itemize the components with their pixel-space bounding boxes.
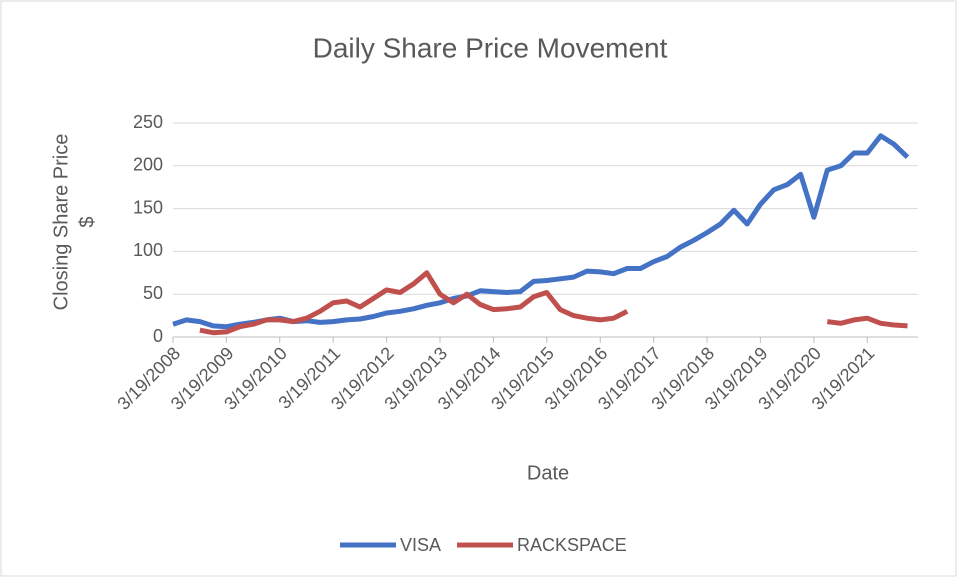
- y-tick-label: 250: [133, 112, 163, 132]
- y-tick-label: 100: [133, 240, 163, 260]
- series-line: [199, 270, 908, 336]
- y-tick-label: 50: [143, 283, 163, 303]
- legend-label: VISA: [400, 535, 441, 555]
- y-tick-label: 150: [133, 197, 163, 217]
- legend-label: RACKSPACE: [517, 535, 627, 555]
- x-axis-label: Date: [527, 462, 569, 484]
- y-axis-label: $: [76, 216, 98, 227]
- y-axis-label: Closing Share Price: [50, 134, 72, 311]
- y-tick-label: 0: [153, 326, 163, 346]
- y-tick-label: 200: [133, 155, 163, 175]
- chart-title: Daily Share Price Movement: [313, 32, 668, 63]
